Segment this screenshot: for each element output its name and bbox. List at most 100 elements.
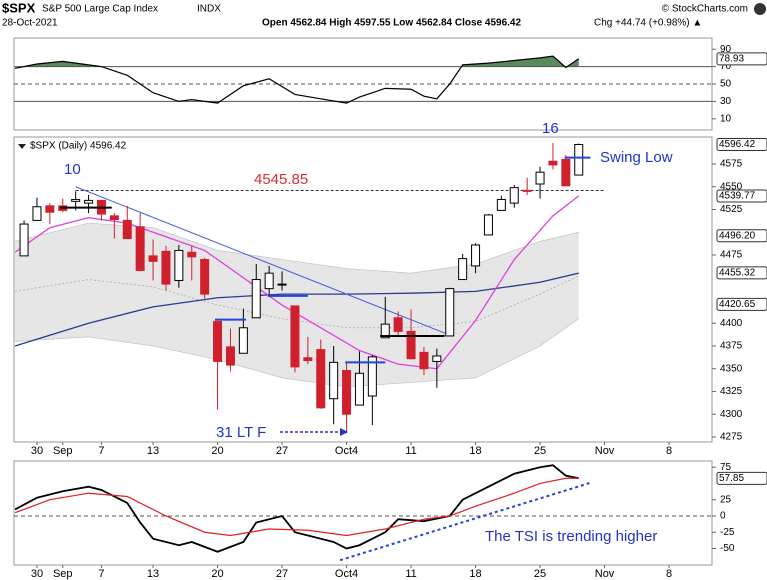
candle-body [471,244,481,267]
overlay-line [14,195,580,370]
candle-body [574,144,584,176]
date: 28-Oct-2021 [2,18,58,29]
candle-body [509,187,519,204]
value-tag [716,138,767,152]
y-tick-label: 4275 [720,432,743,443]
candle-body [354,372,364,406]
x-tick-label: Oct4 [335,445,358,457]
candle-body [432,355,442,362]
candle-body [419,351,429,370]
candle-body [213,320,223,362]
value-tag [716,297,767,311]
y-tick-label: 4575 [720,159,743,170]
logo [754,3,766,15]
tsi-trend [339,481,591,562]
bollinger-band [15,223,579,387]
x-tick-label: 7 [98,568,104,580]
x-tick-label: 7 [98,445,104,457]
value-tag [716,229,767,243]
candle-body [135,226,145,271]
y-tick-label: 4375 [720,341,743,352]
candle-body [238,327,248,354]
candle-body [458,258,468,281]
candle-body [187,251,197,258]
value-tag-label: 4420.65 [719,299,756,310]
candle-body [342,370,352,415]
overlay-line [14,222,579,274]
x-tick-label: 25 [534,568,546,580]
candle-body [290,305,300,368]
y-tick-label: 4325 [720,386,743,397]
candle-body [251,279,261,319]
y-tick-label: 90 [720,44,732,55]
candle-body [393,317,403,332]
overlay-line [15,318,579,388]
annotation: 4545.85 [254,171,308,188]
x-tick-label: 25 [534,445,546,457]
x-tick-label: Sep [53,445,73,457]
value-tag [716,52,767,66]
trend-line [75,186,450,336]
candle-body [522,189,532,192]
candle-body [277,283,287,286]
candle-body [225,346,235,366]
area-above [15,56,579,67]
y-tick-label: 4550 [720,181,743,192]
value-tag-label: 57.85 [719,473,744,484]
y-tick-label: 4300 [720,409,743,420]
panel-frame [13,136,713,443]
candle-body [406,330,416,360]
candle-body [174,249,184,281]
x-tick-label: Sep [53,568,73,580]
x-tick-label: 30 [31,568,43,580]
tsi-line [14,464,579,553]
value-tag-label: 78.93 [719,53,744,64]
y-tick-label: 10 [720,113,732,124]
legend-icon [18,144,26,149]
value-tag [716,471,767,485]
candle-body [71,198,81,202]
candle-body [200,259,210,295]
value-tag [716,266,767,280]
candle-body [303,357,313,362]
index-name: S&P 500 Large Cap Index [42,4,158,15]
value-tag [716,189,767,203]
annotation: 16 [542,120,559,137]
candle-body [264,272,274,290]
y-tick-label: 4475 [720,250,743,261]
candle-body [45,205,55,213]
overlay-line [14,272,579,347]
candle-body [535,171,545,185]
y-tick-label: -25 [720,527,735,538]
candle-body [316,349,326,409]
y-tick-label: -50 [720,543,735,554]
candle-body [561,158,571,187]
y-tick-label: 75 [720,462,732,473]
candle-body [445,288,455,337]
y-tick-label: 4350 [720,363,743,374]
y-tick-label: 70 [720,61,732,72]
annotation: Swing Low [600,149,673,166]
symbol: $SPX [2,0,36,15]
legend: $SPX (Daily) 4596.42 [30,141,127,152]
x-tick-label: 20 [211,445,223,457]
candle-body [32,206,42,221]
candle-body [496,198,506,211]
candle-body [84,199,94,204]
y-tick-label: 4525 [720,204,743,215]
quote: Open 4562.84 High 4597.55 Low 4562.84 Cl… [262,18,521,29]
x-tick-label: 11 [405,568,416,580]
tsi-line [14,477,579,537]
annotation: 31 LT F [216,424,266,441]
x-tick-label: 18 [469,568,481,580]
candle-body [548,160,558,166]
value-tag-label: 4596.42 [719,139,756,150]
change: Chg +44.74 (+0.98%) ▲ [594,18,702,29]
x-tick-label: 27 [276,568,288,580]
x-tick-label: 11 [405,445,416,457]
value-tag-label: 4539.77 [719,191,756,202]
x-tick-label: 13 [147,568,159,580]
x-tick-label: 30 [31,445,43,457]
candle-body [161,250,171,285]
